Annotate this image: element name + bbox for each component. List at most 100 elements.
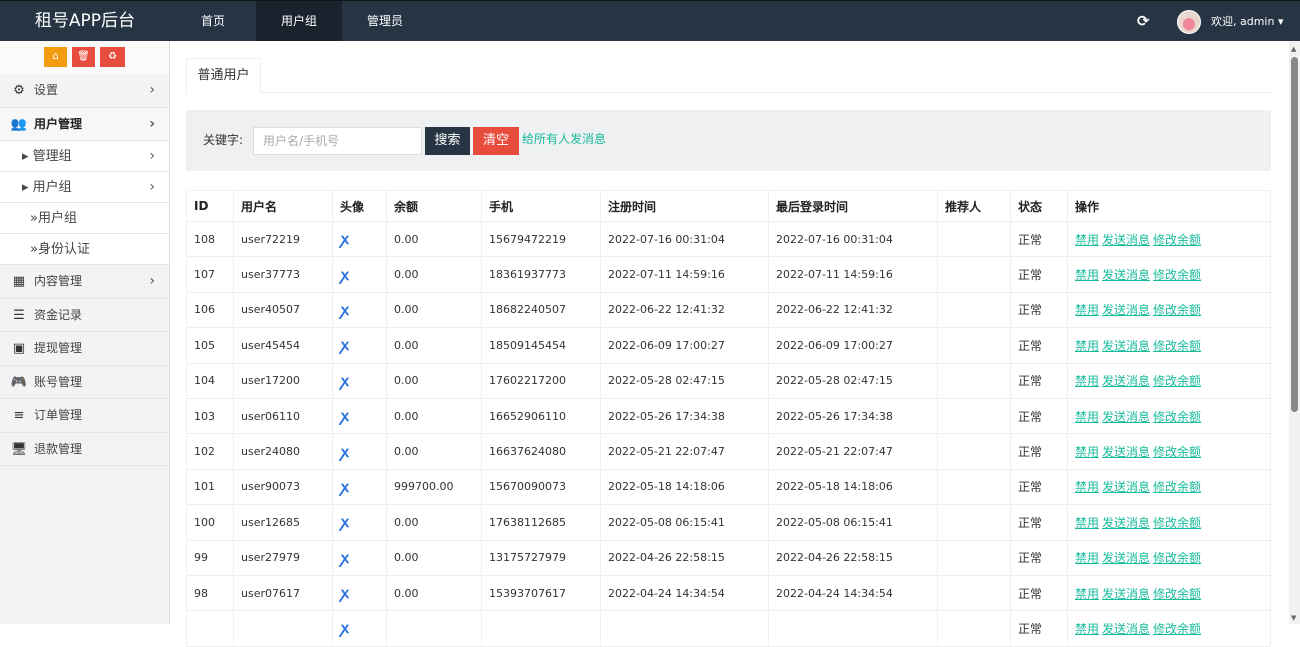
nav-user-group[interactable]: 用户组: [256, 1, 342, 41]
cell-username: user72219: [233, 221, 333, 258]
search-button[interactable]: 搜索: [425, 127, 470, 155]
trash-icon[interactable]: 🗑: [72, 47, 95, 67]
sidebar-item[interactable]: 🎮 账号管理: [0, 366, 169, 399]
cell-avatar: ꭗ: [332, 398, 387, 435]
cell-last-login: 2022-06-22 12:41:32: [768, 292, 938, 329]
send-message-link[interactable]: 发送消息: [1102, 586, 1151, 601]
sidebar-item[interactable]: ▸ 用户组 ›: [0, 172, 169, 203]
message-all-link[interactable]: 给所有人发消息: [522, 132, 607, 146]
brand-logo[interactable]: 租号APP后台: [34, 11, 136, 31]
scrollbar[interactable]: ▲ ▼: [1289, 41, 1300, 624]
nav-home[interactable]: 首页: [200, 14, 225, 28]
disable-link[interactable]: 禁用: [1075, 338, 1100, 353]
cell-username: user90073: [233, 469, 333, 506]
scrollbar-thumb[interactable]: [1291, 57, 1298, 412]
sidebar-item[interactable]: 👥 用户管理 ›: [0, 107, 169, 141]
disable-link[interactable]: 禁用: [1075, 445, 1100, 460]
cell-last-login: 2022-05-18 14:18:06: [768, 469, 938, 506]
sidebar-item-label: 退款管理: [34, 441, 83, 456]
edit-balance-link[interactable]: 修改余额: [1153, 338, 1202, 353]
cell-balance: 0.00: [386, 575, 482, 612]
send-message-link[interactable]: 发送消息: [1102, 409, 1151, 424]
sidebar-item[interactable]: »用户组: [0, 203, 169, 234]
sidebar-item[interactable]: 🖥 退款管理: [0, 433, 169, 466]
cell-actions: 禁用 发送消息 修改余额: [1067, 363, 1271, 399]
refresh-icon[interactable]: ⟳: [1137, 12, 1150, 30]
disable-link[interactable]: 禁用: [1075, 515, 1100, 530]
clear-button[interactable]: 清空: [473, 127, 519, 155]
edit-balance-link[interactable]: 修改余额: [1153, 409, 1202, 424]
disable-link[interactable]: 禁用: [1075, 268, 1100, 283]
cell-phone: 15679472219: [481, 221, 601, 258]
disable-link[interactable]: 禁用: [1075, 621, 1100, 636]
send-message-link[interactable]: 发送消息: [1102, 268, 1151, 283]
send-message-link[interactable]: 发送消息: [1102, 515, 1151, 530]
send-message-link[interactable]: 发送消息: [1102, 621, 1151, 636]
cell-actions: 禁用 发送消息 修改余额: [1067, 575, 1271, 612]
sidebar-item-label: 账号管理: [34, 374, 83, 389]
user-menu[interactable]: 欢迎, admin ▾: [1211, 15, 1284, 28]
send-message-link[interactable]: 发送消息: [1102, 374, 1151, 389]
disable-link[interactable]: 禁用: [1075, 586, 1100, 601]
cell-avatar: ꭗ: [332, 504, 387, 541]
edit-balance-link[interactable]: 修改余额: [1153, 551, 1202, 566]
cell-balance: 999700.00: [386, 469, 482, 506]
scroll-up-icon[interactable]: ▲: [1291, 45, 1297, 53]
disable-link[interactable]: 禁用: [1075, 409, 1100, 424]
cell-register-time: 2022-05-28 02:47:15: [600, 363, 769, 399]
table-row: 98 user07617 ꭗ 0.00 15393707617 2022-04-…: [186, 575, 1271, 612]
table-row: 103 user06110 ꭗ 0.00 16652906110 2022-05…: [186, 398, 1271, 435]
sidebar-item[interactable]: ▣ 提现管理: [0, 332, 169, 366]
sidebar-item[interactable]: ☰ 资金记录: [0, 299, 169, 332]
table-row: 105 user45454 ꭗ 0.00 18509145454 2022-06…: [186, 327, 1271, 364]
cell-id: 106: [186, 292, 234, 329]
edit-balance-link[interactable]: 修改余额: [1153, 232, 1202, 247]
keyword-input[interactable]: [253, 127, 422, 155]
cell-actions: 禁用 发送消息 修改余额: [1067, 398, 1271, 435]
column-header: 注册时间: [600, 190, 769, 222]
table-row: 100 user12685 ꭗ 0.00 17638112685 2022-05…: [186, 504, 1271, 541]
chevron-right-icon: ›: [149, 273, 155, 289]
cell-avatar: ꭗ: [332, 433, 387, 470]
disable-link[interactable]: 禁用: [1075, 480, 1100, 495]
send-message-link[interactable]: 发送消息: [1102, 338, 1151, 353]
edit-balance-link[interactable]: 修改余额: [1153, 374, 1202, 389]
edit-balance-link[interactable]: 修改余额: [1153, 515, 1202, 530]
disable-link[interactable]: 禁用: [1075, 232, 1100, 247]
sidebar-item[interactable]: ⚙ 设置 ›: [0, 74, 169, 108]
edit-balance-link[interactable]: 修改余额: [1153, 480, 1202, 495]
sidebar-item[interactable]: ▦ 内容管理 ›: [0, 265, 169, 299]
cell-balance: 0.00: [386, 327, 482, 364]
send-message-link[interactable]: 发送消息: [1102, 303, 1151, 318]
scroll-down-icon[interactable]: ▼: [1291, 614, 1297, 622]
send-message-link[interactable]: 发送消息: [1102, 480, 1151, 495]
sidebar-item-label: 提现管理: [34, 341, 83, 355]
sidebar-item[interactable]: »身份认证: [0, 234, 169, 265]
tab-normal-users[interactable]: 普通用户: [186, 58, 261, 93]
edit-balance-link[interactable]: 修改余额: [1153, 586, 1202, 601]
chevron-right-icon: ›: [149, 82, 155, 98]
cell-phone: 18361937773: [481, 256, 601, 293]
cell-referrer: [937, 292, 1011, 329]
disable-link[interactable]: 禁用: [1075, 303, 1100, 318]
column-header: 操作: [1067, 190, 1271, 222]
disable-link[interactable]: 禁用: [1075, 551, 1100, 566]
avatar[interactable]: [1177, 10, 1201, 34]
send-message-link[interactable]: 发送消息: [1102, 445, 1151, 460]
send-message-link[interactable]: 发送消息: [1102, 232, 1151, 247]
cell-status: 正常: [1010, 575, 1068, 612]
sidebar-item[interactable]: ▸ 管理组 ›: [0, 141, 169, 172]
send-message-link[interactable]: 发送消息: [1102, 551, 1151, 566]
grid-icon: ▦: [12, 274, 26, 289]
disable-link[interactable]: 禁用: [1075, 374, 1100, 389]
sidebar-item[interactable]: ≡ 订单管理: [0, 399, 169, 433]
edit-balance-link[interactable]: 修改余额: [1153, 445, 1202, 460]
home-icon[interactable]: ⌂: [44, 47, 67, 67]
edit-balance-link[interactable]: 修改余额: [1153, 268, 1202, 283]
recycle-icon[interactable]: ♻: [100, 47, 125, 67]
cell-id: 99: [186, 540, 234, 576]
edit-balance-link[interactable]: 修改余额: [1153, 303, 1202, 318]
cell-avatar: ꭗ: [332, 610, 387, 647]
nav-admin[interactable]: 管理员: [366, 14, 403, 28]
edit-balance-link[interactable]: 修改余额: [1153, 621, 1202, 636]
